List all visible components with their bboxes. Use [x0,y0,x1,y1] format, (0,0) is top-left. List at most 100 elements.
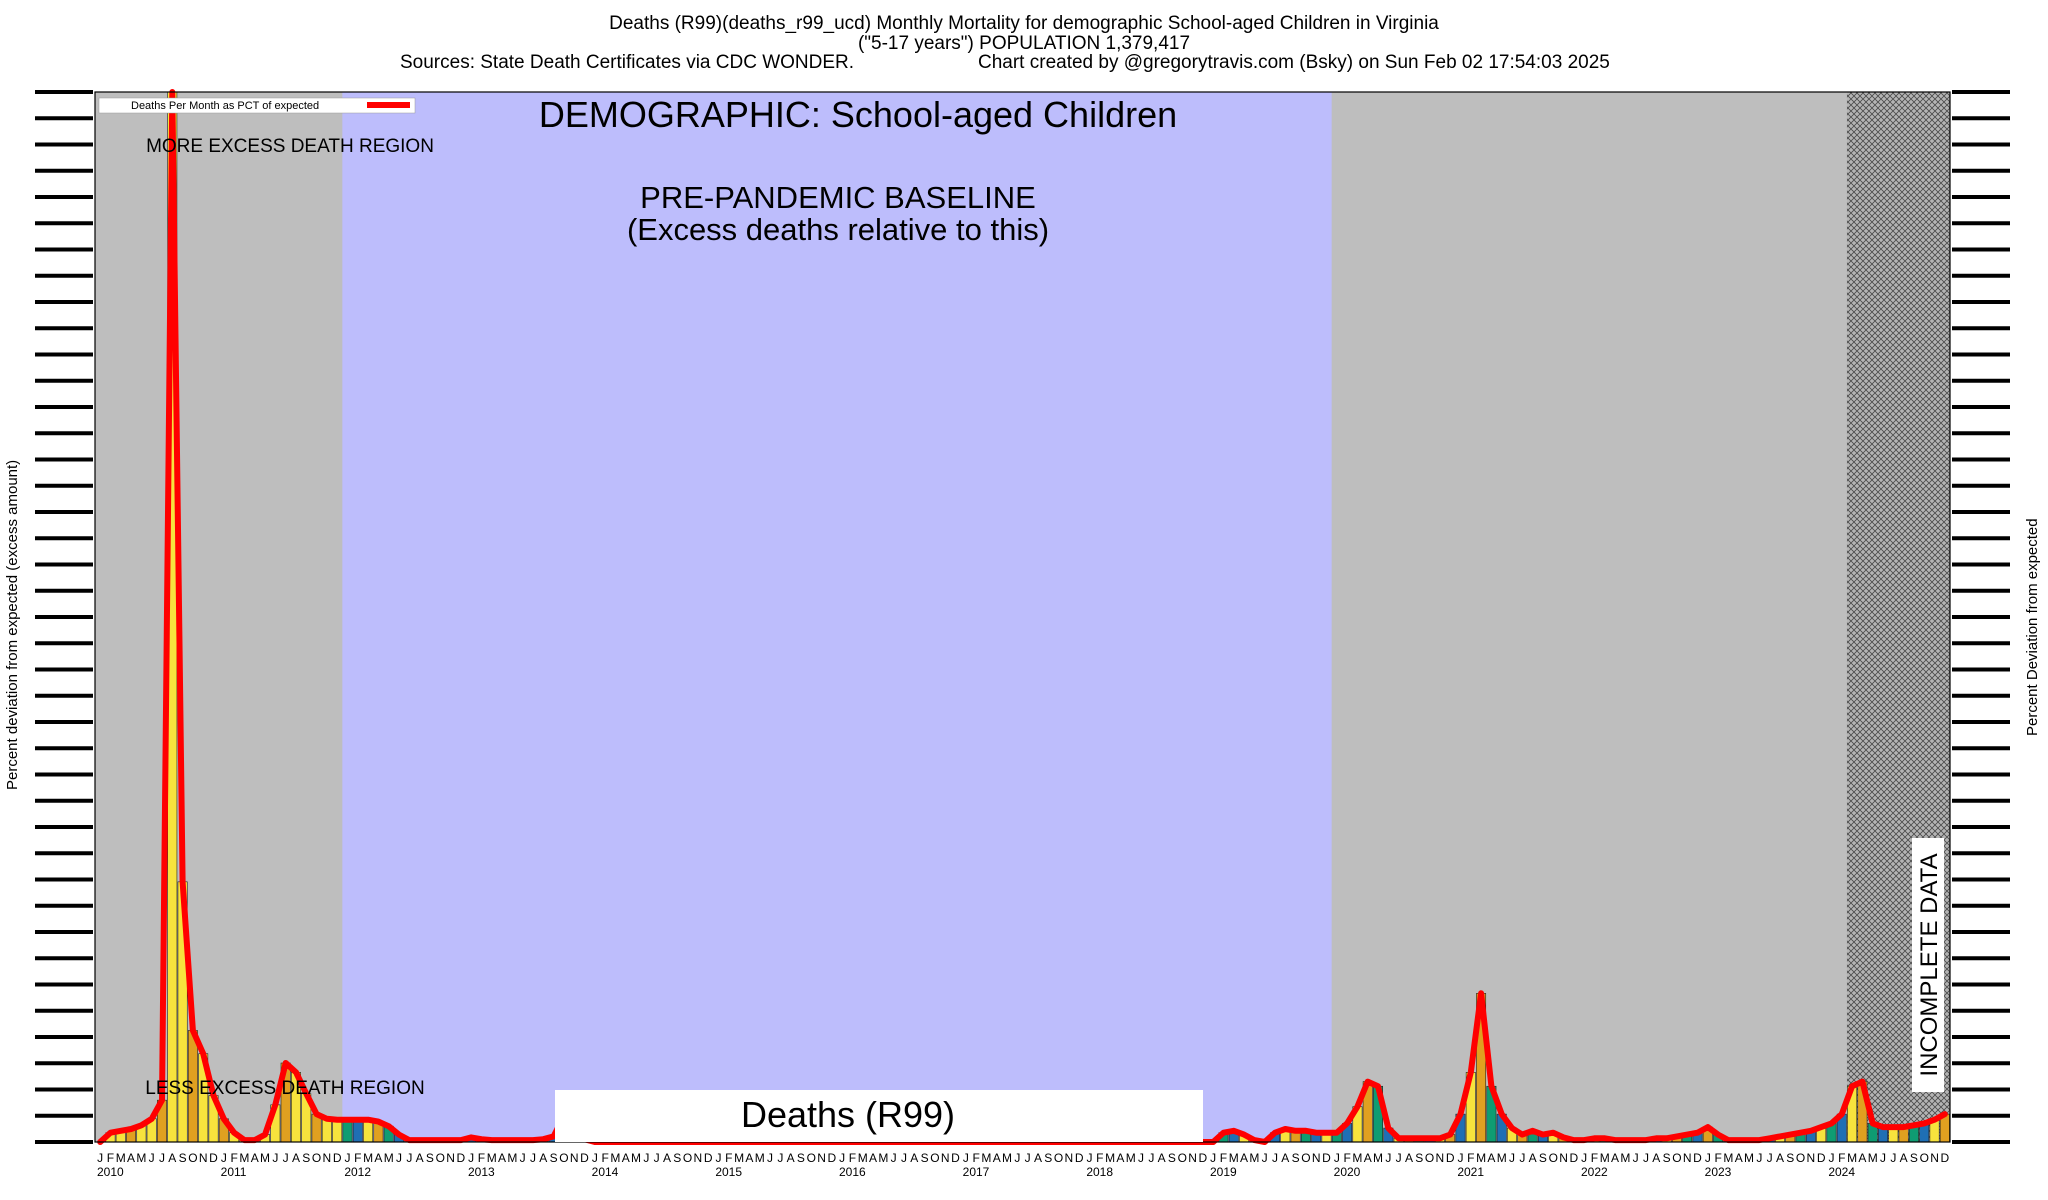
x-tick-label: D [580,1151,589,1165]
x-tick-label: O [559,1151,568,1165]
incomplete-label-box [1912,838,1944,1092]
x-tick-label: J [1705,1151,1711,1165]
x-tick-label: O [1796,1151,1805,1165]
baseline-label: PRE-PANDEMIC BASELINE [640,180,1036,215]
x-tick-label: S [1415,1151,1423,1165]
data-bar [352,1119,363,1143]
x-tick-label: J [1014,1151,1020,1165]
year-label: 2017 [963,1165,990,1179]
x-tick-label: A [539,1151,547,1165]
x-tick-label: O [1425,1151,1434,1165]
x-tick-label: O [930,1151,939,1165]
x-tick-label: J [963,1151,969,1165]
x-tick-label: J [97,1151,103,1165]
baseline-sublabel: (Excess deaths relative to this) [627,212,1049,247]
x-tick-label: N [1930,1151,1939,1165]
year-label: 2023 [1705,1165,1732,1179]
x-tick-label: S [1539,1151,1547,1165]
x-tick-label: A [251,1151,259,1165]
year-label: 2024 [1828,1165,1855,1179]
x-tick-label: N [1065,1151,1074,1165]
x-tick-label: O [312,1151,321,1165]
x-tick-label: J [1138,1151,1144,1165]
x-tick-label: A [910,1151,918,1165]
x-tick-label: J [901,1151,907,1165]
legend-box [98,97,416,114]
series-label-box [555,1090,1203,1142]
x-tick-label: A [1281,1151,1289,1165]
x-tick-label: M [1126,1151,1136,1165]
x-tick-label: J [1272,1151,1278,1165]
x-tick-label: O [1178,1151,1187,1165]
x-tick-label: A [1034,1151,1042,1165]
year-label: 2012 [344,1165,371,1179]
chart-title: Deaths (R99)(deaths_r99_ucd) Monthly Mor… [609,13,1439,34]
x-tick-label: A [869,1151,877,1165]
year-label: 2021 [1457,1165,1484,1179]
legend-label: Deaths Per Month as PCT of expected [131,100,319,112]
x-tick-label: A [1158,1151,1166,1165]
x-tick-label: S [1786,1151,1794,1165]
x-tick-label: F [107,1151,114,1165]
x-tick-label: M [1352,1151,1362,1165]
x-tick-label: D [1941,1151,1950,1165]
x-tick-label: F [230,1151,237,1165]
x-tick-label: M [734,1151,744,1165]
x-tick-label: N [1683,1151,1692,1165]
x-tick-label: M [1723,1151,1733,1165]
x-tick-label: J [520,1151,526,1165]
x-tick-label: J [344,1151,350,1165]
x-tick-label: S [550,1151,558,1165]
x-tick-label: J [1581,1151,1587,1165]
x-tick-label: A [1611,1151,1619,1165]
x-tick-label: M [878,1151,888,1165]
x-tick-label: F [849,1151,856,1165]
x-tick-label: M [610,1151,620,1165]
x-tick-label: M [239,1151,249,1165]
x-tick-label: A [1735,1151,1743,1165]
x-tick-label: A [1405,1151,1413,1165]
x-tick-label: O [436,1151,445,1165]
x-tick-label: A [993,1151,1001,1165]
x-tick-label: J [715,1151,721,1165]
x-tick-label: N [1559,1151,1568,1165]
x-tick-label: J [1385,1151,1391,1165]
x-tick-label: D [1199,1151,1208,1165]
x-tick-label: F [1467,1151,1474,1165]
x-tick-label: N [1807,1151,1816,1165]
x-tick-label: O [1054,1151,1063,1165]
baseline-region [342,92,1332,1142]
x-tick-label: M [136,1151,146,1165]
x-tick-label: F [478,1151,485,1165]
x-tick-label: F [1096,1151,1103,1165]
x-tick-label: A [1240,1151,1248,1165]
x-tick-label: J [1880,1151,1886,1165]
x-tick-label: A [168,1151,176,1165]
x-tick-label: A [1776,1151,1784,1165]
data-bar [332,1119,343,1143]
x-tick-label: A [1487,1151,1495,1165]
x-tick-label: O [1920,1151,1929,1165]
x-tick-label: S [1044,1151,1052,1165]
x-tick-label: S [302,1151,310,1165]
x-tick-label: A [787,1151,795,1165]
x-tick-label: F [354,1151,361,1165]
x-tick-label: O [807,1151,816,1165]
x-tick-label: J [777,1151,783,1165]
x-tick-label: M [260,1151,270,1165]
x-tick-label: N [570,1151,579,1165]
x-tick-label: D [209,1151,218,1165]
x-tick-label: S [426,1151,434,1165]
x-tick-label: A [498,1151,506,1165]
year-label: 2022 [1581,1165,1608,1179]
x-tick-label: J [396,1151,402,1165]
year-label: 2018 [1086,1165,1113,1179]
x-tick-label: D [457,1151,466,1165]
x-tick-label: F [1343,1151,1350,1165]
year-label: 2015 [715,1165,742,1179]
x-tick-label: N [1312,1151,1321,1165]
x-tick-label: J [1756,1151,1762,1165]
x-tick-label: A [1364,1151,1372,1165]
x-tick-label: M [384,1151,394,1165]
